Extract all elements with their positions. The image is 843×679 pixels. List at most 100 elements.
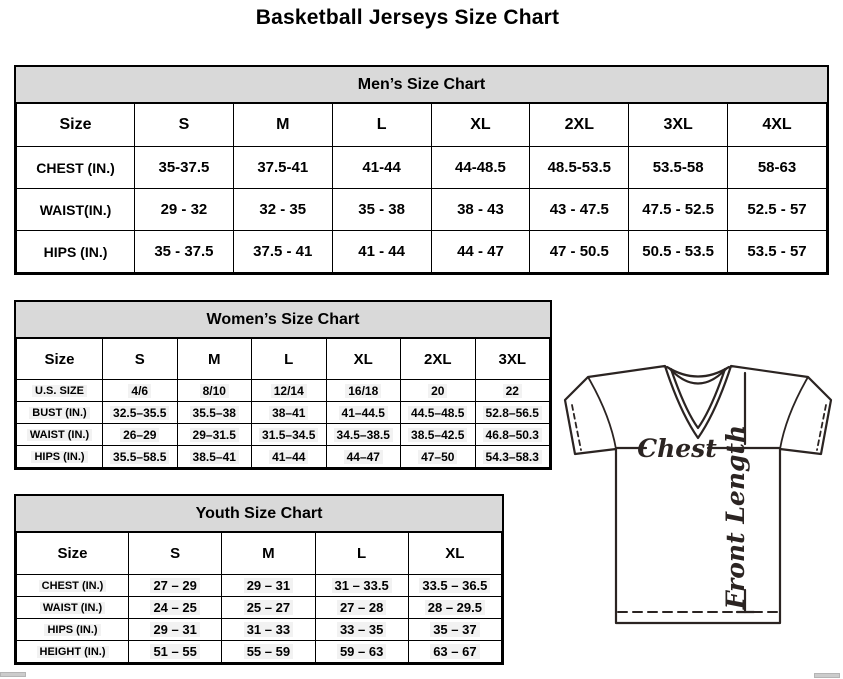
size-column-header: XL bbox=[325, 338, 401, 380]
row-label: HIPS (IN.) bbox=[44, 623, 101, 636]
row-label: WAIST (IN.) bbox=[26, 428, 93, 441]
youth-size-chart-title: Youth Size Chart bbox=[16, 496, 502, 532]
value-cell: 12/14 bbox=[251, 379, 327, 402]
row-label-cell: CHEST (IN.) bbox=[16, 146, 135, 189]
value-cell: 58-63 bbox=[727, 146, 827, 189]
value-text: 46.8–50.3 bbox=[482, 427, 542, 442]
womens-size-chart-title: Women’s Size Chart bbox=[16, 302, 550, 338]
value-cell: 20 bbox=[400, 379, 476, 402]
value-cell: 51 – 55 bbox=[127, 640, 223, 663]
value-cell: 31 – 33 bbox=[221, 618, 316, 641]
row-label: HIPS (IN.) bbox=[43, 243, 108, 260]
youth-size-chart: Youth Size Chart Size S M L XL CHEST (IN.) 27… bbox=[14, 494, 504, 665]
value-text: 59 – 63 bbox=[336, 644, 387, 659]
value-text: 29–31.5 bbox=[189, 427, 239, 442]
value-cell: 38 - 43 bbox=[430, 188, 531, 231]
value-text: 24 – 25 bbox=[150, 600, 200, 615]
value-cell: 41–44 bbox=[251, 445, 327, 468]
value-text: 38.5–41 bbox=[189, 449, 239, 464]
value-text: 33 – 35 bbox=[336, 622, 387, 637]
value-text: 48.5-53.5 bbox=[547, 159, 611, 176]
row-label-cell: HIPS (IN.) bbox=[16, 230, 135, 273]
value-text: 44–47 bbox=[343, 449, 383, 464]
size-column-header: S bbox=[102, 338, 178, 380]
size-column-header: M bbox=[176, 338, 252, 380]
value-cell: 29 - 32 bbox=[134, 188, 234, 231]
womens-table-body: U.S. SIZE 4/6 8/10 12/14 16/18 20 22 BUST (IN.)… bbox=[16, 379, 550, 468]
size-column-header: L bbox=[331, 103, 432, 147]
row-label-cell: BUST (IN.) bbox=[16, 401, 103, 424]
value-text: 35.5–58.5 bbox=[110, 449, 170, 464]
value-text: 63 – 67 bbox=[430, 644, 480, 659]
value-cell: 37.5-41 bbox=[232, 146, 333, 189]
value-text: 25 – 27 bbox=[243, 600, 294, 615]
bottom-right-cutoff-fragment bbox=[814, 673, 840, 678]
mens-size-chart-title: Men’s Size Chart bbox=[16, 67, 827, 103]
value-text: 52.5 - 57 bbox=[747, 201, 807, 218]
value-cell: 47 - 50.5 bbox=[529, 230, 630, 273]
value-cell: 29 – 31 bbox=[127, 618, 223, 641]
jersey-collar-back-arc-1 bbox=[665, 365, 731, 378]
value-text: 29 – 31 bbox=[243, 578, 294, 593]
jersey-collar-back-arc-2 bbox=[668, 367, 728, 385]
value-text: 32 - 35 bbox=[259, 201, 307, 218]
value-cell: 41–44.5 bbox=[325, 401, 401, 424]
value-text: 41–44 bbox=[269, 449, 309, 464]
bottom-left-cutoff-fragment bbox=[0, 672, 26, 677]
row-label-cell: U.S. SIZE bbox=[16, 379, 103, 402]
mens-size-chart-table: Size S M L XL 2XL 3XL 4XL CHEST (IN.) 35-37.5 37.… bbox=[16, 103, 827, 273]
value-text: 32.5–35.5 bbox=[110, 405, 170, 420]
size-column-header: L bbox=[314, 532, 409, 575]
value-cell: 46.8–50.3 bbox=[474, 423, 550, 446]
value-cell: 38.5–42.5 bbox=[400, 423, 476, 446]
value-cell: 28 – 29.5 bbox=[407, 596, 503, 619]
table-row: HEIGHT (IN.) 51 – 55 55 – 59 59 – 63 63 – 67 bbox=[16, 640, 503, 663]
size-column-header: M bbox=[232, 103, 333, 147]
jersey-armhole-left bbox=[587, 376, 617, 450]
value-cell: 35-37.5 bbox=[134, 146, 234, 189]
row-label-cell: HEIGHT (IN.) bbox=[16, 640, 129, 663]
value-cell: 44 - 47 bbox=[430, 230, 531, 273]
value-text: 53.5-58 bbox=[652, 159, 704, 176]
page-title: Basketball Jerseys Size Chart bbox=[255, 6, 560, 29]
size-column-header: XL bbox=[430, 103, 531, 147]
value-cell: 63 – 67 bbox=[407, 640, 503, 663]
value-text: 41-44 bbox=[362, 159, 401, 176]
value-cell: 53.5-58 bbox=[628, 146, 729, 189]
value-cell: 55 – 59 bbox=[221, 640, 316, 663]
size-corner-header: Size bbox=[16, 532, 129, 575]
row-label: HIPS (IN.) bbox=[31, 450, 88, 463]
value-text: 44 - 47 bbox=[457, 243, 504, 260]
value-cell: 35 - 37.5 bbox=[134, 230, 234, 273]
youth-table-body: CHEST (IN.) 27 – 29 29 – 31 31 – 33.5 33.5 –… bbox=[16, 574, 503, 663]
value-cell: 26–29 bbox=[102, 423, 178, 446]
size-corner-header: Size bbox=[16, 338, 103, 380]
chest-label: Chest bbox=[637, 434, 717, 463]
value-text: 47 - 50.5 bbox=[549, 243, 609, 260]
value-cell: 35 – 37 bbox=[407, 618, 503, 641]
row-label-cell: WAIST (IN.) bbox=[16, 596, 129, 619]
size-column-header: L bbox=[251, 338, 327, 380]
value-cell: 29 – 31 bbox=[221, 574, 316, 597]
size-column-header: 3XL bbox=[474, 338, 550, 380]
value-text: 31 – 33 bbox=[243, 622, 294, 637]
value-cell: 29–31.5 bbox=[176, 423, 252, 446]
value-text: 37.5-41 bbox=[257, 159, 309, 176]
value-cell: 31.5–34.5 bbox=[251, 423, 327, 446]
value-cell: 16/18 bbox=[325, 379, 401, 402]
row-label: HEIGHT (IN.) bbox=[36, 645, 109, 658]
table-row: WAIST(IN.) 29 - 32 32 - 35 35 - 38 38 - 43 43… bbox=[16, 188, 827, 231]
value-cell: 34.5–38.5 bbox=[325, 423, 401, 446]
value-cell: 27 – 28 bbox=[314, 596, 409, 619]
value-text: 41–44.5 bbox=[338, 405, 388, 420]
value-cell: 32.5–35.5 bbox=[102, 401, 178, 424]
value-cell: 41-44 bbox=[331, 146, 432, 189]
value-text: 35 - 38 bbox=[358, 201, 405, 218]
value-cell: 8/10 bbox=[176, 379, 252, 402]
size-column-header: 2XL bbox=[400, 338, 476, 380]
size-column-header: M bbox=[221, 532, 316, 575]
value-text: 29 – 31 bbox=[150, 622, 200, 637]
size-column-header: 2XL bbox=[529, 103, 630, 147]
jersey-outline bbox=[563, 364, 833, 625]
table-row: WAIST (IN.) 26–29 29–31.5 31.5–34.5 34.5–38.… bbox=[16, 423, 550, 446]
